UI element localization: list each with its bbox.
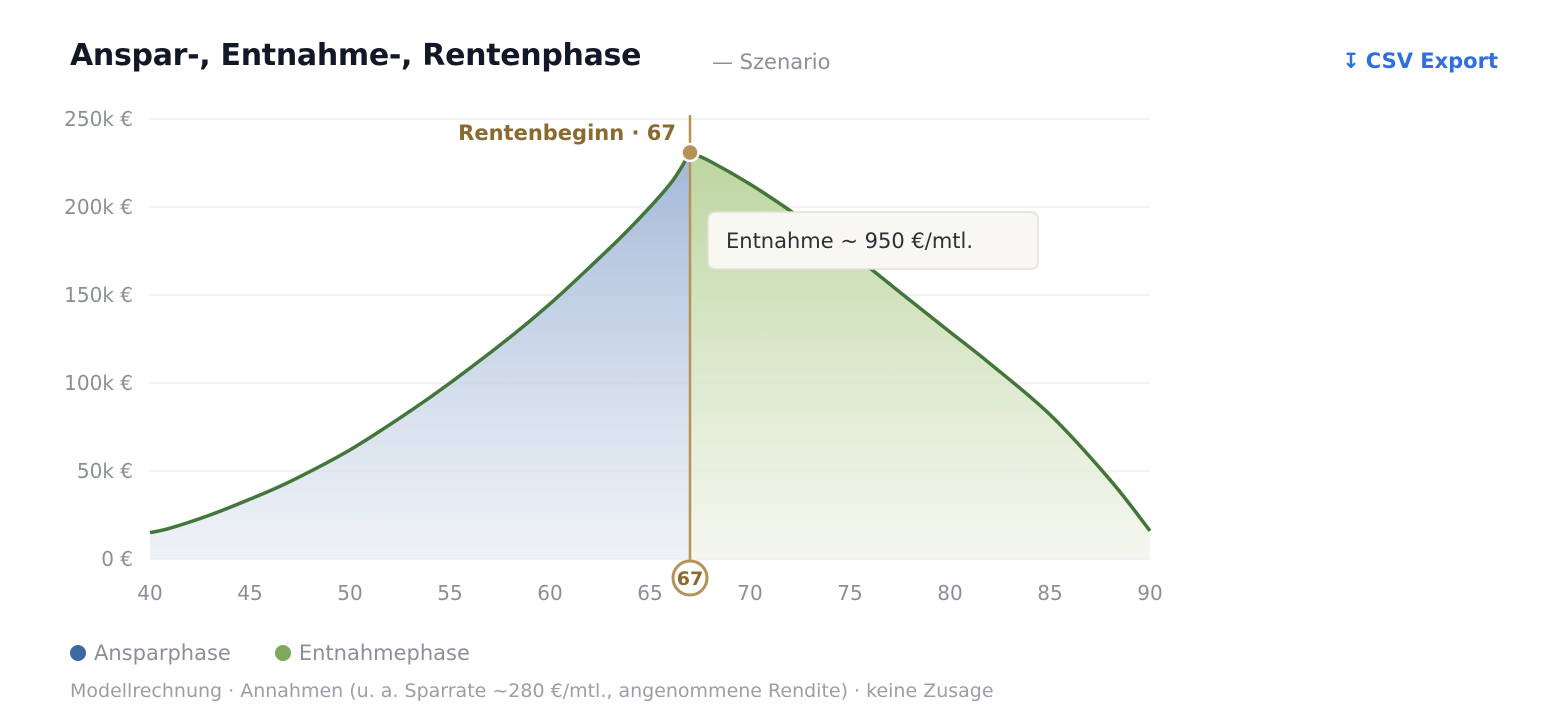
y-tick-label: 250k € bbox=[64, 107, 133, 131]
footnote: Modellrechnung · Annahmen (u. a. Sparrat… bbox=[70, 680, 994, 702]
x-tick-label: 60 bbox=[537, 581, 562, 605]
chart-title: Anspar-, Entnahme-, Rentenphase bbox=[70, 38, 642, 73]
x-tick-label: 40 bbox=[137, 581, 162, 605]
x-tick-label: 85 bbox=[1037, 581, 1062, 605]
x-tick-label: 45 bbox=[237, 581, 262, 605]
chart-legend: Ansparphase Entnahmephase bbox=[70, 641, 470, 665]
y-tick-label: 100k € bbox=[64, 371, 133, 395]
x-tick-label: 90 bbox=[1137, 581, 1162, 605]
legend-item-entnahmephase[interactable]: Entnahmephase bbox=[274, 641, 470, 665]
series-line-entnahmephase[interactable] bbox=[689, 150, 1152, 532]
x-tick-label: 80 bbox=[937, 581, 962, 605]
retirement-label: Rentenbeginn · 67 bbox=[458, 121, 676, 145]
legend-label: Ansparphase bbox=[94, 641, 231, 665]
legend-item-ansparphase[interactable]: Ansparphase bbox=[70, 641, 231, 665]
x-tick-label: 55 bbox=[437, 581, 462, 605]
area-ansparphase bbox=[150, 152, 690, 559]
chart-subtitle: — Szenario bbox=[712, 50, 831, 74]
legend-label: Entnahmephase bbox=[298, 641, 470, 665]
csv-export-label: CSV Export bbox=[1365, 49, 1498, 73]
pension-phase-chart: Rentenbeginn · 67 67 Entnahme ~ 950 €/mtl.… bbox=[64, 107, 1163, 605]
legend-swatch-blue bbox=[70, 645, 86, 661]
download-arrow-icon: ↧ bbox=[1342, 49, 1360, 73]
tooltip-text: Entnahme ~ 950 €/mtl. bbox=[726, 229, 973, 253]
x-tick-label: 75 bbox=[837, 581, 862, 605]
y-tick-label: 200k € bbox=[64, 195, 133, 219]
series-line-ansparphase[interactable] bbox=[149, 151, 692, 535]
peak-point[interactable] bbox=[680, 142, 700, 163]
x-tick-label: 50 bbox=[337, 581, 362, 605]
retirement-age-badge bbox=[671, 559, 709, 597]
tooltip-box bbox=[707, 211, 1039, 270]
y-tick-label: 50k € bbox=[77, 459, 133, 483]
x-tick-label: 65 bbox=[637, 581, 662, 605]
x-tick-label: 70 bbox=[737, 581, 762, 605]
retirement-age-badge-label: 67 bbox=[677, 568, 703, 590]
y-tick-label: 0 € bbox=[101, 547, 133, 571]
legend-swatch-green bbox=[274, 645, 291, 661]
y-tick-label: 150k € bbox=[64, 283, 133, 307]
csv-export-button[interactable]: ↧ CSV Export bbox=[1342, 49, 1498, 73]
